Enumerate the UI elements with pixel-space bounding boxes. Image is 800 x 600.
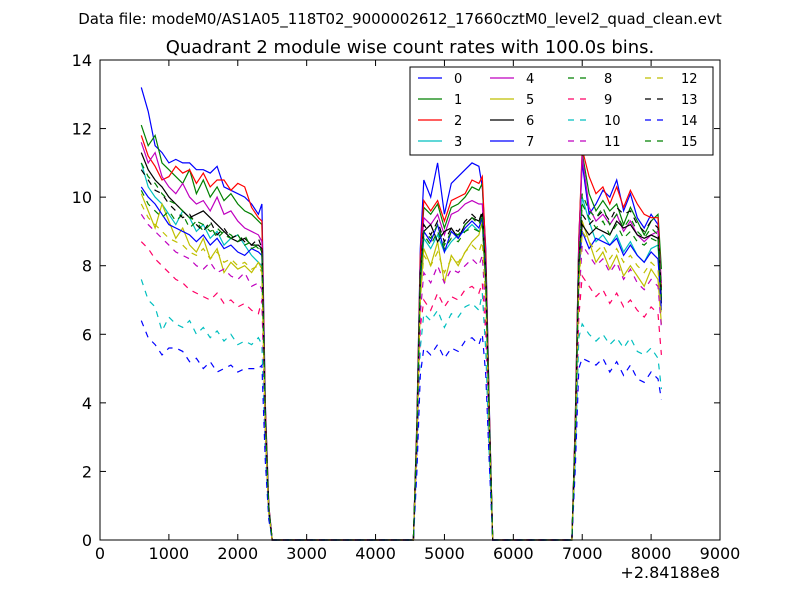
x-tick-label: 8000: [631, 544, 672, 563]
x-tick-label: 0: [95, 544, 105, 563]
series-line-12: [140, 203, 662, 541]
x-tick-label: 7000: [562, 544, 603, 563]
series-line-3: [140, 162, 662, 541]
series-line-9: [140, 241, 662, 541]
y-tick-label: 0: [82, 531, 92, 550]
series-line-11: [140, 213, 662, 541]
y-tick-label: 2: [82, 462, 92, 481]
chart-title: Quadrant 2 module wise count rates with …: [166, 37, 655, 58]
plot-frame: [99, 59, 721, 541]
x-tick-label: 9000: [700, 544, 741, 563]
series-layer: [140, 87, 662, 541]
legend-label-10: 10: [604, 114, 621, 129]
y-tick-label: 6: [82, 325, 92, 344]
series-line-8: [140, 190, 662, 541]
legend-label-8: 8: [604, 72, 612, 87]
series-line-4: [140, 142, 662, 541]
y-tick-label: 4: [82, 394, 92, 413]
legend-label-13: 13: [681, 93, 698, 108]
legend-label-3: 3: [454, 135, 462, 150]
legend-label-7: 7: [526, 135, 534, 150]
x-tick-label: 4000: [355, 544, 396, 563]
series-line-10: [140, 279, 662, 541]
legend-label-0: 0: [454, 72, 462, 87]
legend-label-5: 5: [526, 93, 534, 108]
series-line-0: [140, 87, 662, 541]
legend-label-2: 2: [454, 114, 462, 129]
series-line-5: [140, 193, 662, 541]
legend-box: [409, 66, 714, 156]
axis-ticks: 0 1000 2000 3000 4000 5000 6000 7000 8000 9000 0 2 4…: [72, 51, 741, 563]
series-line-2: [140, 135, 662, 541]
x-tick-label: 5000: [424, 544, 465, 563]
figure-suptitle: Data file: modeM0/AS1A05_118T02_90000026…: [78, 10, 722, 29]
legend-label-12: 12: [681, 72, 698, 87]
legend-label-15: 15: [681, 135, 698, 150]
y-tick-label: 8: [82, 257, 92, 276]
legend-label-14: 14: [681, 114, 698, 129]
series-line-13: [140, 169, 662, 541]
x-offset-label: +2.84188e8: [620, 563, 720, 582]
x-tick-label: 2000: [217, 544, 258, 563]
legend-label-1: 1: [454, 93, 462, 108]
series-line-15: [140, 162, 662, 541]
y-tick-label: 12: [72, 120, 92, 139]
x-tick-label: 1000: [149, 544, 190, 563]
x-tick-label: 3000: [286, 544, 327, 563]
y-tick-label: 14: [72, 51, 92, 70]
series-line-1: [140, 124, 662, 541]
y-tick-label: 10: [72, 188, 92, 207]
x-tick-label: 6000: [493, 544, 534, 563]
series-line-14: [140, 320, 662, 541]
legend-label-9: 9: [604, 93, 612, 108]
legend-label-6: 6: [526, 114, 534, 129]
series-line-7: [140, 186, 662, 541]
legend-label-4: 4: [526, 72, 534, 87]
legend-label-11: 11: [604, 135, 621, 150]
